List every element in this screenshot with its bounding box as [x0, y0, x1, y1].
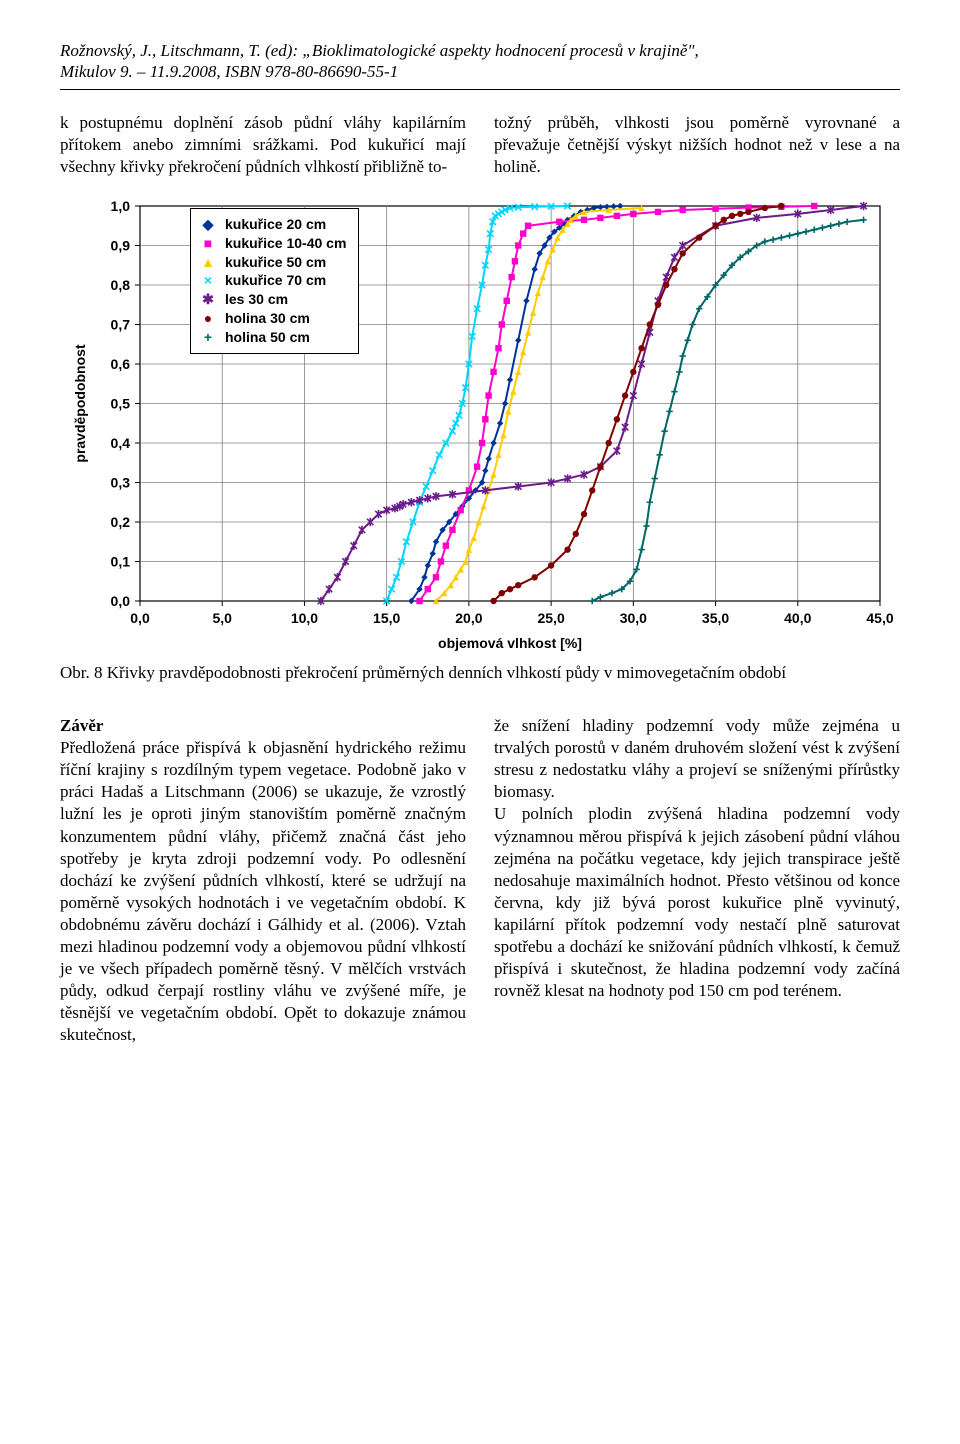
svg-text:30,0: 30,0 [620, 610, 647, 626]
legend-item: + holina 50 cm [199, 328, 346, 347]
svg-text:objemová vlhkost [%]: objemová vlhkost [%] [438, 635, 582, 651]
legend-label: kukuřice 10-40 cm [225, 234, 346, 253]
conclusion-heading: Závěr [60, 716, 103, 735]
svg-text:20,0: 20,0 [455, 610, 482, 626]
conclusion-col-left: Závěr Předložená práce přispívá k objasn… [60, 715, 466, 1046]
legend-label: holina 30 cm [225, 309, 310, 328]
header-line-1: Rožnovský, J., Litschmann, T. (ed): „Bio… [60, 40, 900, 61]
legend-label: kukuřice 70 cm [225, 271, 326, 290]
legend-label: kukuřice 20 cm [225, 215, 326, 234]
legend-item: ■ kukuřice 10-40 cm [199, 234, 346, 253]
legend-label: holina 50 cm [225, 328, 310, 347]
svg-text:0,0: 0,0 [111, 593, 131, 609]
conclusion-columns: Závěr Předložená práce přispívá k objasn… [60, 715, 900, 1046]
legend-item: ✱ les 30 cm [199, 290, 346, 309]
svg-text:15,0: 15,0 [373, 610, 400, 626]
intro-col-left: k postupnému doplnění zásob půdní vláhy … [60, 112, 466, 178]
intro-col-right: tožný průběh, vlhkosti jsou poměrně vyro… [494, 112, 900, 178]
svg-text:0,6: 0,6 [111, 356, 131, 372]
svg-text:0,2: 0,2 [111, 514, 131, 530]
svg-text:0,8: 0,8 [111, 277, 131, 293]
svg-text:0,3: 0,3 [111, 474, 131, 490]
conclusion-col-right: že snížení hladiny podzemní vody může ze… [494, 715, 900, 1046]
svg-text:0,1: 0,1 [111, 553, 131, 569]
legend-marker-icon: ◆ [199, 215, 217, 234]
svg-text:40,0: 40,0 [784, 610, 811, 626]
svg-text:35,0: 35,0 [702, 610, 729, 626]
chart-svg: 0,0 5,0 10,0 15,0 20,0 25,0 30,0 35,0 40,0 45,0 0,… [60, 196, 900, 656]
svg-text:0,7: 0,7 [111, 316, 131, 332]
svg-text:25,0: 25,0 [537, 610, 564, 626]
header-rule [60, 89, 900, 90]
legend-item: ● holina 30 cm [199, 309, 346, 328]
legend-marker-icon: + [199, 328, 217, 347]
svg-text:0,0: 0,0 [130, 610, 150, 626]
svg-text:pravděpodobnost: pravděpodobnost [72, 344, 88, 463]
legend-marker-icon: ■ [199, 234, 217, 253]
legend-label: kukuřice 50 cm [225, 253, 326, 272]
legend-item: ◆ kukuřice 20 cm [199, 215, 346, 234]
svg-text:10,0: 10,0 [291, 610, 318, 626]
chart-legend: ◆ kukuřice 20 cm ■ kukuřice 10-40 cm ▲ kukuři… [190, 208, 359, 354]
svg-text:0,9: 0,9 [111, 237, 131, 253]
legend-marker-icon: ✱ [199, 290, 217, 309]
svg-text:0,5: 0,5 [111, 395, 131, 411]
probability-chart: 0,0 5,0 10,0 15,0 20,0 25,0 30,0 35,0 40,0 45,0 0,… [60, 196, 900, 656]
svg-text:45,0: 45,0 [866, 610, 893, 626]
figure-caption: Obr. 8 Křivky pravděpodobnosti překročen… [60, 662, 900, 683]
page: Rožnovský, J., Litschmann, T. (ed): „Bio… [0, 0, 960, 1444]
legend-marker-icon: × [199, 271, 217, 290]
svg-text:5,0: 5,0 [212, 610, 232, 626]
intro-columns: k postupnému doplnění zásob půdní vláhy … [60, 112, 900, 178]
legend-label: les 30 cm [225, 290, 288, 309]
svg-text:1,0: 1,0 [111, 198, 131, 214]
svg-text:0,4: 0,4 [111, 435, 131, 451]
legend-marker-icon: ▲ [199, 253, 217, 272]
legend-item: ▲ kukuřice 50 cm [199, 253, 346, 272]
legend-item: × kukuřice 70 cm [199, 271, 346, 290]
header-line-2: Mikulov 9. – 11.9.2008, ISBN 978-80-8669… [60, 61, 900, 82]
conclusion-text-left: Předložená práce přispívá k objasnění hy… [60, 738, 466, 1044]
legend-marker-icon: ● [199, 309, 217, 328]
